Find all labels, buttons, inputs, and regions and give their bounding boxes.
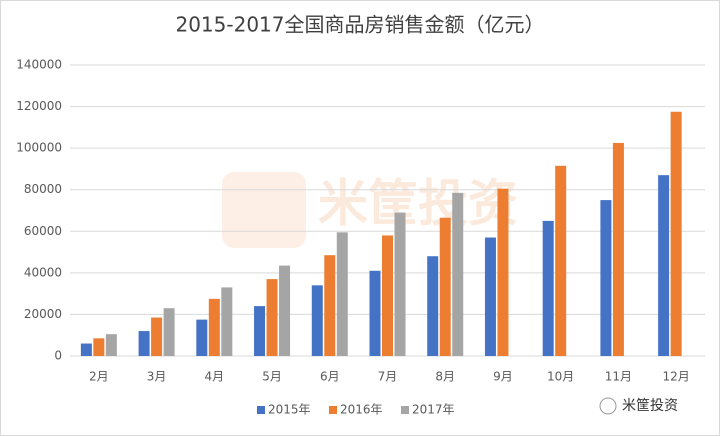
x-tick-label: 6月 [320,370,340,384]
footer-icon [599,397,617,415]
bar [93,338,105,356]
bar [266,279,278,356]
y-tick-label: 0 [54,349,62,363]
x-tick-label: 9月 [493,370,513,384]
bar [452,192,464,356]
bar [196,319,208,356]
bar [311,285,323,356]
x-tick-label: 2月 [89,370,109,384]
x-tick-label: 8月 [435,370,455,384]
y-tick-label: 100000 [16,141,62,155]
bar [394,212,406,356]
y-tick-label: 140000 [16,58,62,72]
bar [279,265,291,356]
bar [336,232,348,356]
footer: 米筐投资 [622,397,678,414]
bar [427,256,439,356]
legend-label: 2016年 [340,403,383,417]
bar [324,255,336,356]
bar [138,331,150,356]
legend-swatch [401,406,409,414]
bar [151,317,163,356]
y-tick-label: 20000 [24,307,62,321]
bar [382,235,393,356]
bar [439,217,451,356]
y-tick-label: 60000 [24,224,62,238]
watermark: 米筐投资 [318,175,518,233]
bar [555,165,567,356]
bar [80,343,92,356]
bar [600,200,612,356]
bar [670,111,682,357]
bar [369,270,381,356]
y-tick-label: 120000 [16,99,62,113]
x-tick-label: 5月 [262,370,282,384]
bar [658,175,670,356]
y-tick-label: 80000 [24,182,62,196]
watermark-logo [222,172,306,248]
legend-swatch [257,406,265,414]
bar [208,298,220,356]
x-tick-label: 7月 [378,370,398,384]
legend-swatch [329,406,337,414]
y-tick-label: 40000 [24,265,62,279]
bar [221,287,233,356]
x-tick-label: 3月 [147,370,167,384]
bar [542,220,554,356]
chart-title: 2015-2017全国商品房销售金额（亿元） [175,13,544,37]
bar [612,142,624,356]
x-tick-label: 11月 [605,370,632,384]
bar [254,306,266,356]
bar [497,188,509,356]
x-tick-label: 10月 [547,370,574,384]
bar [163,308,175,356]
x-tick-label: 4月 [204,370,224,384]
bar [105,334,117,356]
legend-label: 2017年 [412,403,455,417]
bar [484,237,496,356]
x-tick-label: 12月 [662,370,689,384]
legend-label: 2015年 [268,403,311,417]
